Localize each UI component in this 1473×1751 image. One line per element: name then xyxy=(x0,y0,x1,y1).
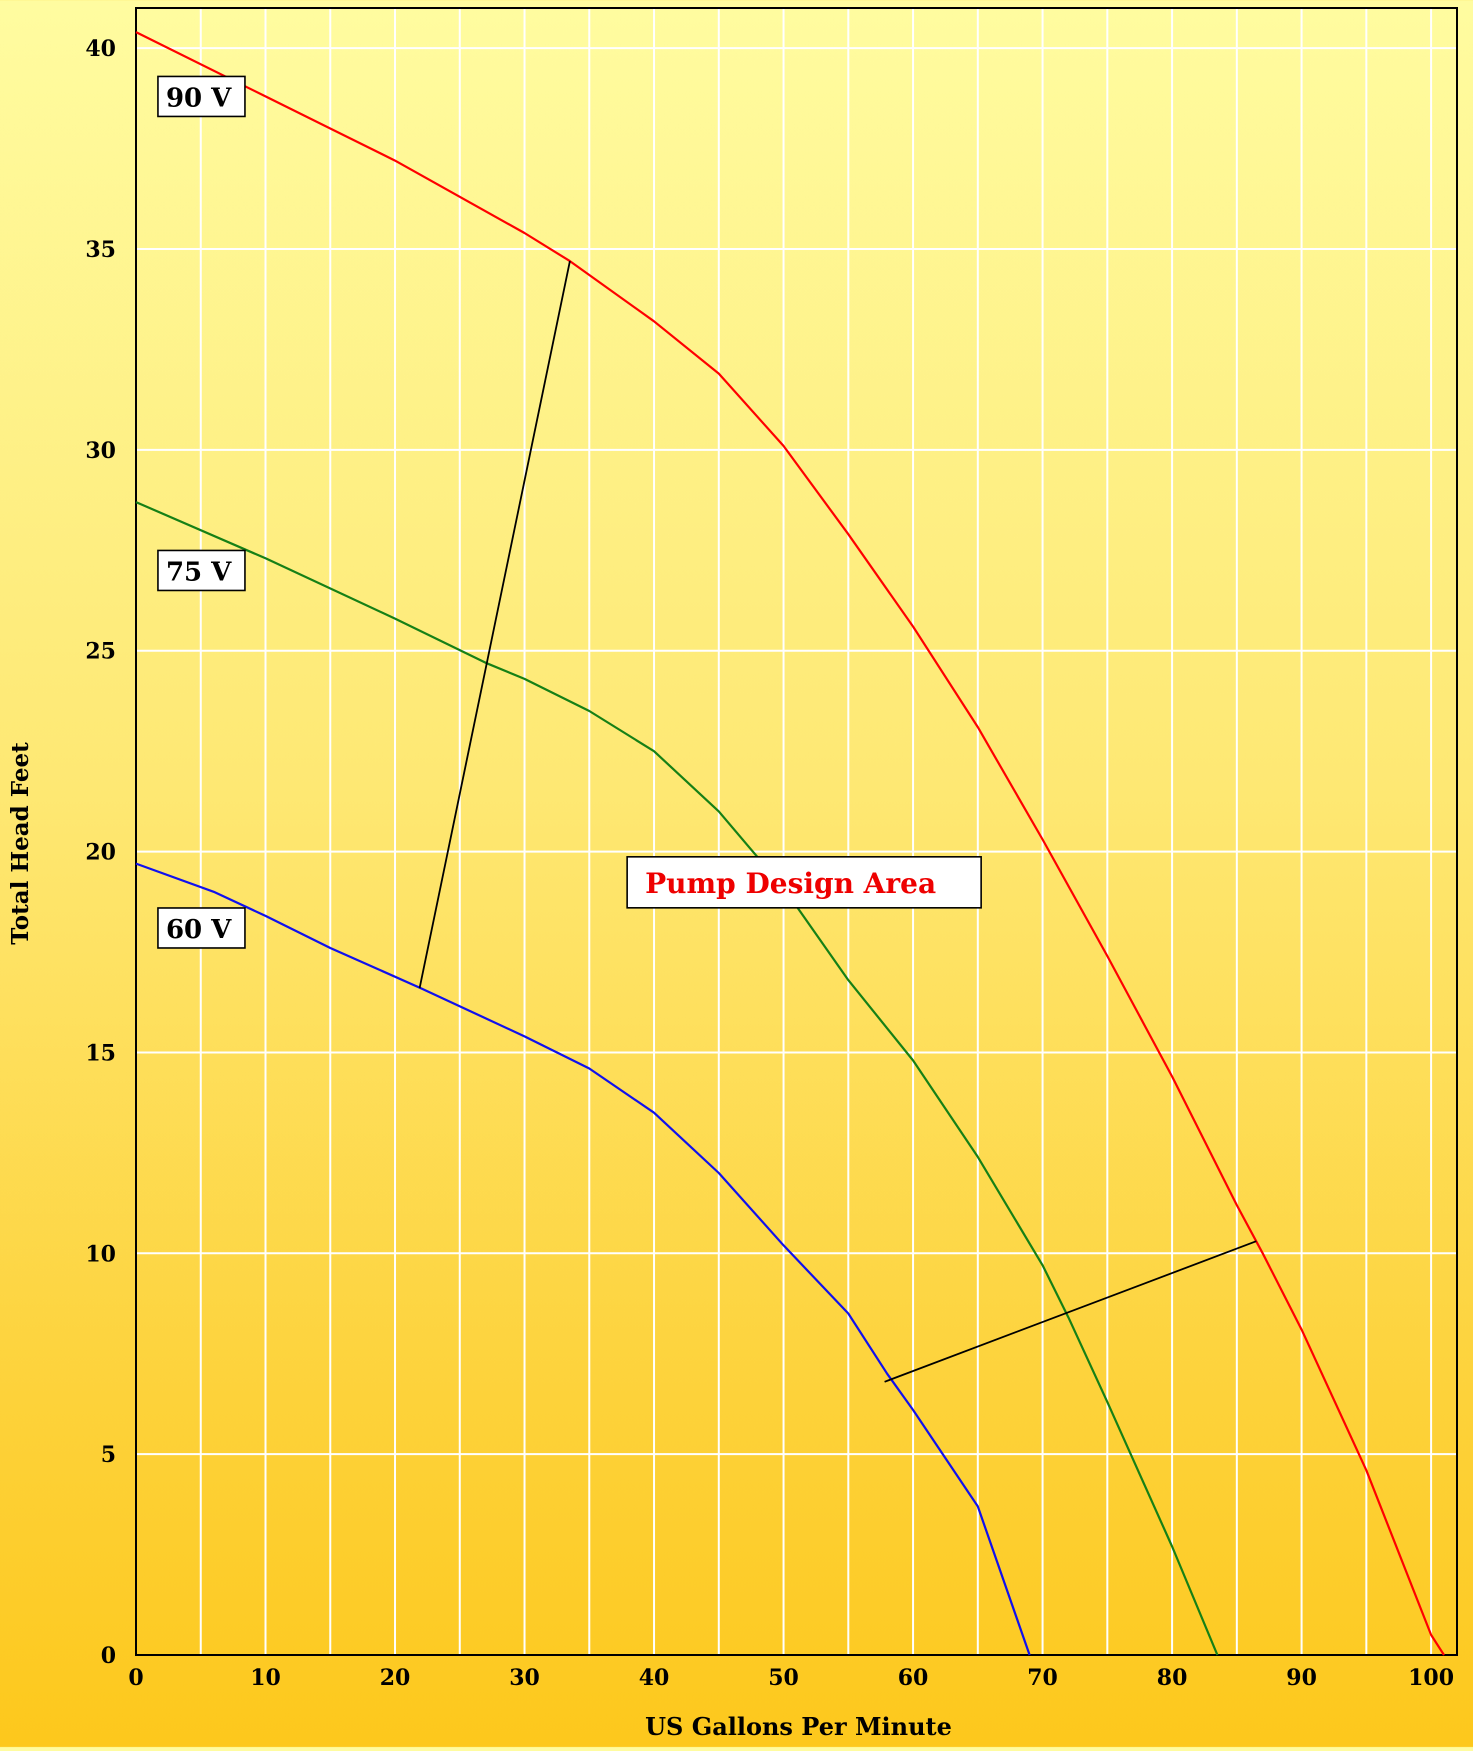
series-line-90v xyxy=(135,31,1445,1656)
y-tick-label: 35 xyxy=(85,237,116,263)
series-label-box xyxy=(157,75,246,118)
x-tick-label: 100 xyxy=(1408,1665,1454,1691)
y-tick-label: 25 xyxy=(85,639,116,665)
y-tick-label: 15 xyxy=(85,1040,116,1066)
y-tick-label: 40 xyxy=(85,36,116,62)
x-tick-label: 20 xyxy=(380,1665,411,1691)
series-label-box xyxy=(157,549,246,592)
x-tick-label: 0 xyxy=(128,1665,143,1691)
series-label-60v: 60 V xyxy=(166,915,232,945)
x-tick-label: 90 xyxy=(1286,1665,1317,1691)
x-tick-label: 80 xyxy=(1157,1665,1188,1691)
series-line-75v xyxy=(135,501,1219,1656)
series-line-60v xyxy=(135,862,1031,1656)
y-tick-label: 0 xyxy=(101,1643,116,1669)
y-axis-title: Total Head Feet xyxy=(7,742,34,945)
x-tick-label: 40 xyxy=(639,1665,670,1691)
plot-frame xyxy=(135,7,1458,1656)
x-tick-label: 10 xyxy=(250,1665,281,1691)
y-tick-label: 5 xyxy=(101,1442,116,1468)
design-area-boundary-line xyxy=(418,260,571,989)
y-tick-label: 10 xyxy=(85,1241,116,1267)
y-tick-label: 30 xyxy=(85,438,116,464)
series-label-box xyxy=(157,907,246,949)
annotation-box xyxy=(626,856,982,909)
x-tick-label: 60 xyxy=(898,1665,929,1691)
x-tick-label: 30 xyxy=(509,1665,540,1691)
annotation-pump-design-area: Pump Design Area xyxy=(645,867,936,900)
x-axis-title: US Gallons Per Minute xyxy=(645,1712,952,1741)
x-tick-label: 70 xyxy=(1027,1665,1058,1691)
design-area-boundary-line xyxy=(884,1240,1257,1383)
y-tick-label: 20 xyxy=(85,840,116,866)
series-label-90v: 90 V xyxy=(166,83,232,113)
series-label-75v: 75 V xyxy=(166,557,232,587)
x-tick-label: 50 xyxy=(768,1665,799,1691)
